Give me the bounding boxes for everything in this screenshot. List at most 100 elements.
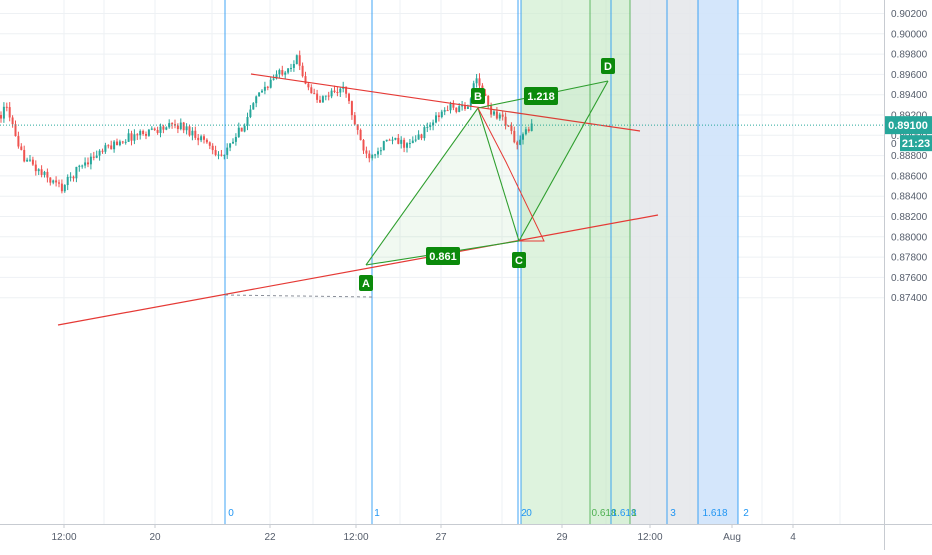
candle-body xyxy=(299,55,301,66)
candle-body xyxy=(131,133,133,140)
candle-body xyxy=(55,180,57,182)
candle-body xyxy=(52,180,54,182)
candle-body xyxy=(67,177,69,185)
candle-body xyxy=(415,140,417,141)
candle-body xyxy=(232,142,234,144)
candle-body xyxy=(84,162,86,165)
candle-body xyxy=(93,157,95,158)
candle-body xyxy=(313,93,315,94)
candle-body xyxy=(194,131,196,138)
candle-body xyxy=(32,160,34,165)
candle-body xyxy=(444,110,446,112)
fib-zone-fill-blue xyxy=(698,0,738,524)
candle-body xyxy=(139,131,141,135)
y-tick-label: 0.88600 xyxy=(891,171,928,182)
y-tick-label: 0.88200 xyxy=(891,212,928,223)
candle-body xyxy=(426,127,428,128)
candle-body xyxy=(438,115,440,117)
candle-body xyxy=(160,126,162,133)
candle-body xyxy=(249,109,251,117)
candle-body xyxy=(157,130,159,133)
y-tick-label: 0.87600 xyxy=(891,273,928,284)
candle-body xyxy=(107,145,109,146)
candle-body xyxy=(26,160,28,162)
candle-body xyxy=(229,143,231,147)
candle-body xyxy=(203,136,205,140)
candle-body xyxy=(247,117,249,126)
candle-body xyxy=(23,150,25,161)
candle-body xyxy=(104,145,106,151)
candle-body xyxy=(328,96,330,97)
candle-body xyxy=(64,185,66,191)
candle-body xyxy=(49,178,51,183)
y-tick-label: 0.89600 xyxy=(891,70,928,81)
candle-body xyxy=(116,142,118,146)
candle-body xyxy=(206,140,208,143)
candle-body xyxy=(145,134,147,136)
candle-body xyxy=(223,155,225,156)
candle-body xyxy=(267,87,269,88)
candle-body xyxy=(336,92,338,93)
candle-body xyxy=(363,140,365,150)
candle-body xyxy=(284,73,286,75)
candle-body xyxy=(81,166,83,167)
candle-body xyxy=(102,151,104,152)
candle-body xyxy=(252,103,254,109)
candle-body xyxy=(418,134,420,139)
candle-body xyxy=(113,142,115,150)
candle-body xyxy=(142,131,144,134)
candle-body xyxy=(12,117,14,124)
fib-time-zone-label: 3 xyxy=(670,508,676,519)
candle-body xyxy=(386,140,388,141)
x-tick-label: 29 xyxy=(556,532,568,543)
candle-body xyxy=(226,148,228,155)
candle-body xyxy=(73,177,75,179)
candle-body xyxy=(423,127,425,138)
y-tick-label: 0.89400 xyxy=(891,90,928,101)
candle-body xyxy=(296,55,298,64)
y-tick-label: 0.90000 xyxy=(891,29,928,40)
candle-body xyxy=(70,177,72,178)
fib-time-zone-label: 1 xyxy=(374,508,380,519)
candle-body xyxy=(389,140,391,141)
candle-body xyxy=(154,129,156,130)
candle-body xyxy=(331,91,333,97)
candle-body xyxy=(183,123,185,131)
candle-body xyxy=(235,137,237,142)
fib-zone-fill-grey xyxy=(630,0,698,524)
candle-body xyxy=(148,130,150,136)
candle-body xyxy=(87,162,89,164)
x-tick-label: 12:00 xyxy=(343,532,368,543)
candle-body xyxy=(403,140,405,148)
candle-body xyxy=(409,143,411,144)
fib-zone-fill-green xyxy=(521,0,590,524)
candle-body xyxy=(220,155,222,156)
candle-body xyxy=(180,123,182,129)
candle-body xyxy=(365,151,367,154)
candle-body xyxy=(325,96,327,97)
countdown-value: 21:23 xyxy=(902,138,930,150)
candle-body xyxy=(412,141,414,143)
candle-body xyxy=(165,127,167,129)
candle-body xyxy=(450,104,452,110)
x-tick-label: 12:00 xyxy=(637,532,662,543)
candle-body xyxy=(310,87,312,93)
candle-body xyxy=(397,138,399,144)
candle-body xyxy=(435,115,437,122)
pattern-point-label: A xyxy=(362,278,370,290)
candle-body xyxy=(270,80,272,88)
y-tick-label: 0.87400 xyxy=(891,293,928,304)
candle-body xyxy=(281,70,283,75)
candle-body xyxy=(171,123,173,124)
y-tick-label: 0.89800 xyxy=(891,50,928,61)
candle-body xyxy=(334,91,336,92)
candle-body xyxy=(151,129,153,130)
fib-time-zone-label: 0 xyxy=(228,508,234,519)
candle-body xyxy=(287,68,289,72)
candle-body xyxy=(354,115,356,124)
candle-body xyxy=(452,104,454,108)
candle-body xyxy=(319,100,321,103)
y-tick-label: 0.88000 xyxy=(891,232,928,243)
